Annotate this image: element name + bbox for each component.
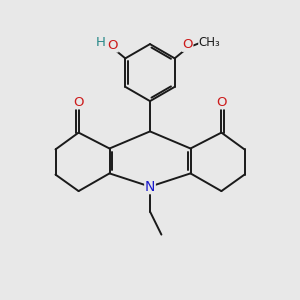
Text: O: O xyxy=(216,96,227,109)
Text: H: H xyxy=(96,36,106,49)
Text: O: O xyxy=(182,38,193,51)
Text: CH₃: CH₃ xyxy=(199,36,220,49)
Text: O: O xyxy=(107,39,118,52)
Text: O: O xyxy=(74,96,84,109)
Text: N: N xyxy=(145,180,155,194)
